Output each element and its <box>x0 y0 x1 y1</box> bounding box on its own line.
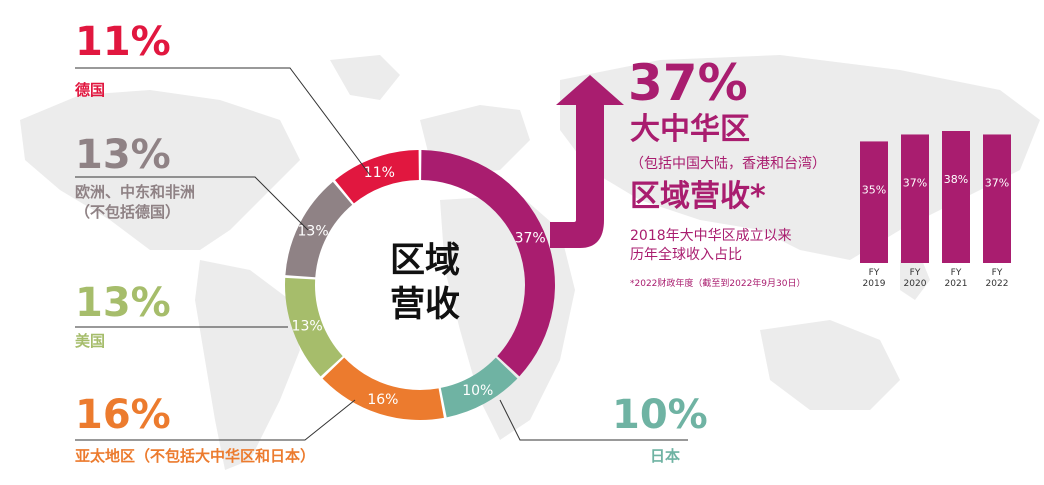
bar-value-label-2022: 37% <box>985 176 1009 189</box>
greater-china-note: （包括中国大陆，香港和台湾） <box>630 156 826 172</box>
bar-category-label-2020-0: FY <box>910 268 921 278</box>
bar-2022 <box>983 134 1011 263</box>
apac-label: 亚太地区（不包括大中华区和日本） <box>75 447 316 465</box>
bar-value-label-2021: 38% <box>944 173 968 186</box>
donut-slice-label-germany: 11% <box>364 165 395 181</box>
japan-label: 日本 <box>650 447 681 465</box>
europe-mea-percent: 13% <box>75 132 171 178</box>
donut-slice-americas <box>285 277 343 377</box>
bar-2020 <box>901 134 929 263</box>
donut-slice-label-japan: 10% <box>462 383 493 399</box>
germany-label: 德国 <box>75 81 106 99</box>
bar-category-label-2022-0: FY <box>992 268 1003 278</box>
donut-slice-apac <box>322 357 444 420</box>
bar-category-label-2019-1: 2019 <box>863 279 886 289</box>
apac-percent: 16% <box>75 392 171 438</box>
donut-slice-japan <box>440 357 518 418</box>
regional-revenue-donut: 37% 10% 16% 13% 13% 11% <box>285 150 555 420</box>
greater-china-percent: 37% <box>628 54 748 112</box>
regional-revenue-title: 区域营收* <box>630 179 766 214</box>
bar-category-label-2022-1: 2022 <box>986 279 1009 289</box>
bar-category-label-2020-1: 2020 <box>904 279 927 289</box>
europe-mea-label: 欧洲、中东和非洲 （不包括德国） <box>75 183 196 222</box>
americas-label: 美国 <box>75 332 106 350</box>
germany-percent: 11% <box>75 19 171 65</box>
donut-slice-europe_mea <box>285 181 353 278</box>
bar-category-label-2021-0: FY <box>951 268 962 278</box>
bar-2019 <box>860 141 888 263</box>
donut-slice-label-americas: 13% <box>292 319 323 335</box>
regional-revenue-description: 2018年大中华区成立以来 历年全球收入占比 <box>630 228 792 263</box>
japan-percent: 10% <box>612 392 708 438</box>
donut-slice-label-greater_china: 37% <box>515 230 546 246</box>
donut-slice-germany <box>335 150 419 204</box>
americas-percent: 13% <box>75 280 171 326</box>
donut-center-title: 区域 营收 <box>389 241 460 325</box>
bar-value-label-2020: 37% <box>903 176 927 189</box>
donut-slice-greater_china <box>421 150 555 377</box>
fiscal-year-footnote: *2022财政年度（截至到2022年9月30日） <box>630 279 806 289</box>
growth-arrow-icon <box>550 75 624 248</box>
greater-china-title: 大中华区 <box>630 112 750 147</box>
bar-category-label-2019-0: FY <box>869 268 880 278</box>
donut-slice-label-apac: 16% <box>367 392 398 408</box>
bar-2021 <box>942 131 970 263</box>
bar-category-label-2021-1: 2021 <box>945 279 968 289</box>
donut-slice-label-europe_mea: 13% <box>298 224 329 240</box>
bar-value-label-2019: 35% <box>862 183 886 196</box>
